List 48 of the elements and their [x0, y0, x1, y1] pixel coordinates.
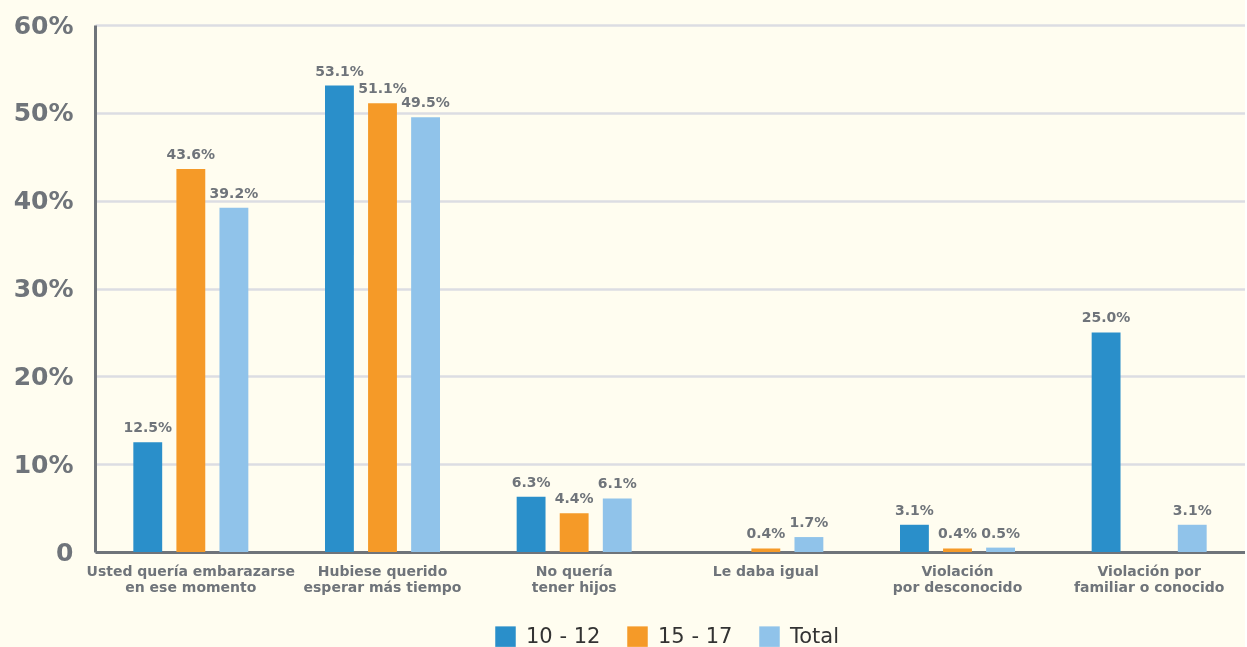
bar	[602, 498, 632, 552]
bar	[794, 537, 824, 552]
y-tick-label: 10%	[13, 449, 74, 479]
data-label: 51.1%	[358, 80, 407, 97]
x-tick-label: No quería tener hijos	[531, 562, 617, 595]
data-label: 3.1%	[1172, 501, 1212, 518]
x-tick-label: Le daba igual	[712, 562, 819, 579]
x-tick-label: Hubiese querido esperar más tiempo	[303, 562, 462, 595]
data-label: 6.3%	[511, 473, 551, 490]
data-label: 49.5%	[401, 94, 450, 111]
data-label: 53.1%	[315, 62, 364, 79]
data-label: 25.0%	[1081, 309, 1131, 326]
data-label: 0.5%	[981, 524, 1020, 541]
data-label: 39.2%	[209, 184, 259, 201]
y-tick-label: 50%	[13, 98, 74, 128]
y-tick-label: 20%	[13, 361, 74, 391]
y-tick-label: 40%	[13, 186, 74, 216]
bar	[1091, 332, 1121, 552]
legend-label: 10 - 12	[526, 623, 601, 647]
data-label: 3.1%	[895, 501, 934, 518]
data-label: 0.4%	[938, 525, 977, 542]
legend-label: Total	[789, 623, 840, 647]
data-label: 43.6%	[166, 146, 216, 163]
y-tick-label: 60%	[13, 10, 74, 40]
bar	[411, 117, 440, 552]
data-label: 6.1%	[597, 475, 637, 492]
bar	[1177, 524, 1207, 552]
bar	[943, 548, 972, 552]
bar	[900, 524, 929, 552]
data-label: 0.4%	[746, 525, 786, 542]
bar	[325, 85, 354, 552]
bar	[219, 207, 249, 552]
y-tick-label: 30%	[13, 274, 74, 303]
data-label: 4.4%	[554, 490, 594, 507]
bar	[559, 513, 589, 552]
x-tick-label: Violación por desconocido	[892, 562, 1023, 595]
x-tick-label: Usted quería embarazarse en ese momento	[86, 562, 296, 595]
bar	[516, 496, 546, 552]
bar	[986, 547, 1015, 552]
bar	[176, 169, 206, 552]
data-label: 1.7%	[789, 514, 829, 531]
bar	[133, 442, 163, 552]
bar	[751, 548, 781, 552]
x-tick-label: Violación por familiar o conocido	[1073, 562, 1225, 595]
y-tick-label: 0	[56, 537, 74, 567]
bar	[368, 103, 397, 552]
legend-label: 15 - 17	[658, 623, 733, 647]
data-label: 12.5%	[123, 419, 173, 436]
